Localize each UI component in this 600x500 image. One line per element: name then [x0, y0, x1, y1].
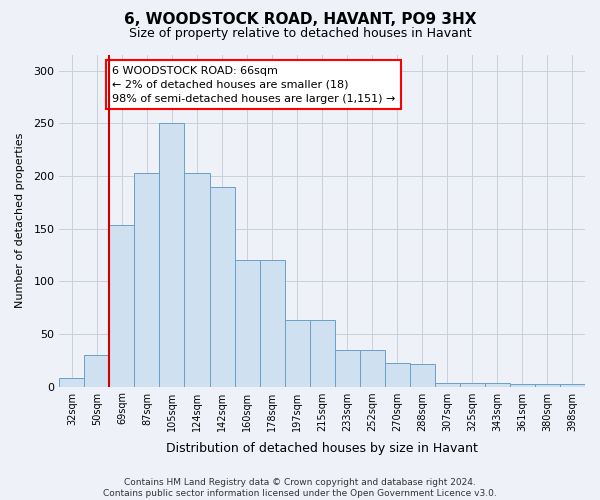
Y-axis label: Number of detached properties: Number of detached properties [15, 133, 25, 308]
Text: 6 WOODSTOCK ROAD: 66sqm
← 2% of detached houses are smaller (18)
98% of semi-det: 6 WOODSTOCK ROAD: 66sqm ← 2% of detached… [112, 66, 395, 104]
Bar [460, 384, 485, 386]
Bar [535, 384, 560, 386]
Bar [134, 173, 160, 386]
Bar [59, 378, 85, 386]
Bar [260, 260, 284, 386]
Bar [335, 350, 360, 387]
Bar [435, 384, 460, 386]
Bar [184, 173, 209, 386]
Bar [284, 320, 310, 386]
Bar [485, 384, 510, 386]
Bar [560, 384, 585, 386]
X-axis label: Distribution of detached houses by size in Havant: Distribution of detached houses by size … [166, 442, 478, 455]
Bar [510, 384, 535, 386]
Bar [385, 364, 410, 386]
Bar [209, 186, 235, 386]
Bar [235, 260, 260, 386]
Text: Size of property relative to detached houses in Havant: Size of property relative to detached ho… [128, 28, 472, 40]
Bar [109, 226, 134, 386]
Bar [160, 124, 184, 386]
Bar [310, 320, 335, 386]
Text: Contains HM Land Registry data © Crown copyright and database right 2024.
Contai: Contains HM Land Registry data © Crown c… [103, 478, 497, 498]
Bar [410, 364, 435, 386]
Bar [360, 350, 385, 387]
Bar [85, 355, 109, 386]
Text: 6, WOODSTOCK ROAD, HAVANT, PO9 3HX: 6, WOODSTOCK ROAD, HAVANT, PO9 3HX [124, 12, 476, 28]
